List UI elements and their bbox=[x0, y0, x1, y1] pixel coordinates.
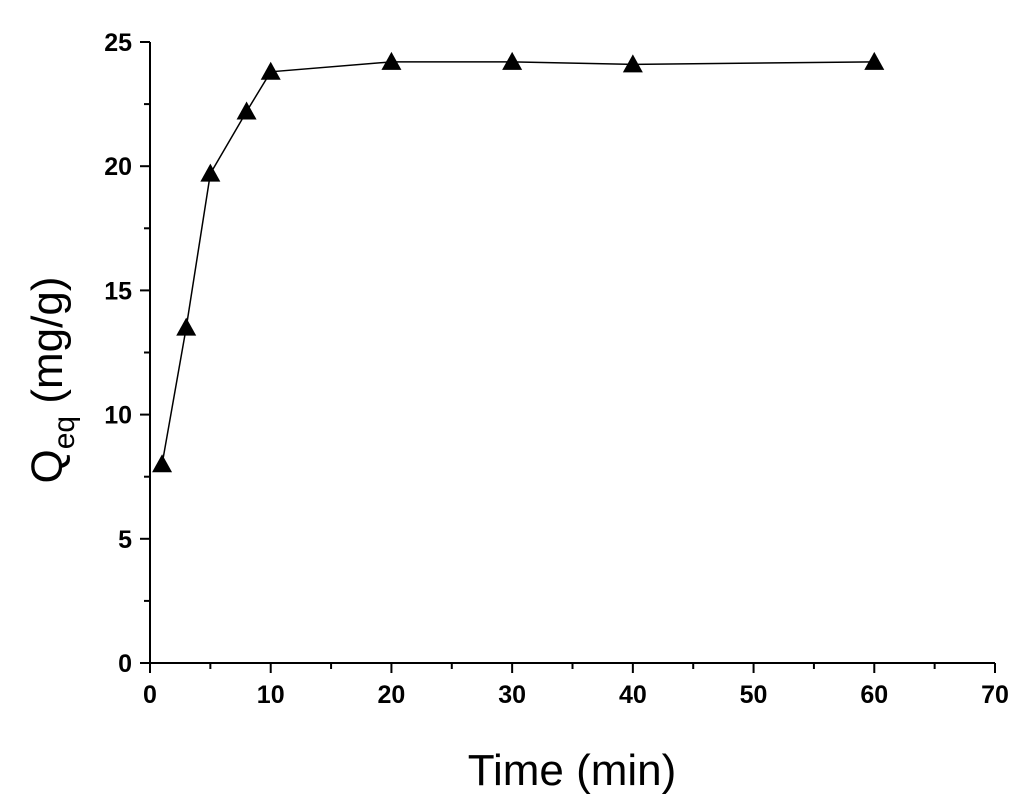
data-point bbox=[236, 101, 257, 120]
x-axis-label: Time (min) bbox=[468, 746, 677, 795]
y-axis-label: Qeq (mg/g) bbox=[23, 277, 81, 484]
x-tick-label: 50 bbox=[740, 681, 768, 709]
data-point bbox=[864, 51, 885, 70]
y-tick-label: 20 bbox=[104, 153, 132, 181]
data-point bbox=[502, 51, 523, 70]
data-point bbox=[152, 454, 173, 473]
data-point bbox=[381, 51, 402, 70]
y-label-main: Q bbox=[23, 449, 72, 483]
data-point bbox=[176, 317, 197, 336]
data-point bbox=[260, 61, 281, 80]
x-tick-label: 70 bbox=[981, 681, 1009, 709]
x-tick-label: 0 bbox=[143, 681, 157, 709]
data-point bbox=[200, 163, 221, 182]
data-line bbox=[161, 61, 875, 465]
y-tick-label: 5 bbox=[118, 526, 132, 554]
x-tick-label: 60 bbox=[860, 681, 888, 709]
y-label-sub: eq bbox=[48, 416, 81, 449]
data-point bbox=[622, 54, 643, 73]
x-tick-label: 40 bbox=[619, 681, 647, 709]
y-tick-label: 25 bbox=[104, 29, 132, 57]
y-tick-label: 10 bbox=[104, 402, 132, 430]
x-tick-label: 30 bbox=[498, 681, 526, 709]
y-label-unit: (mg/g) bbox=[23, 277, 72, 416]
y-tick-label: 0 bbox=[118, 650, 132, 678]
x-tick-label: 10 bbox=[257, 681, 285, 709]
y-tick-label: 15 bbox=[104, 277, 132, 305]
x-tick-label: 20 bbox=[378, 681, 406, 709]
